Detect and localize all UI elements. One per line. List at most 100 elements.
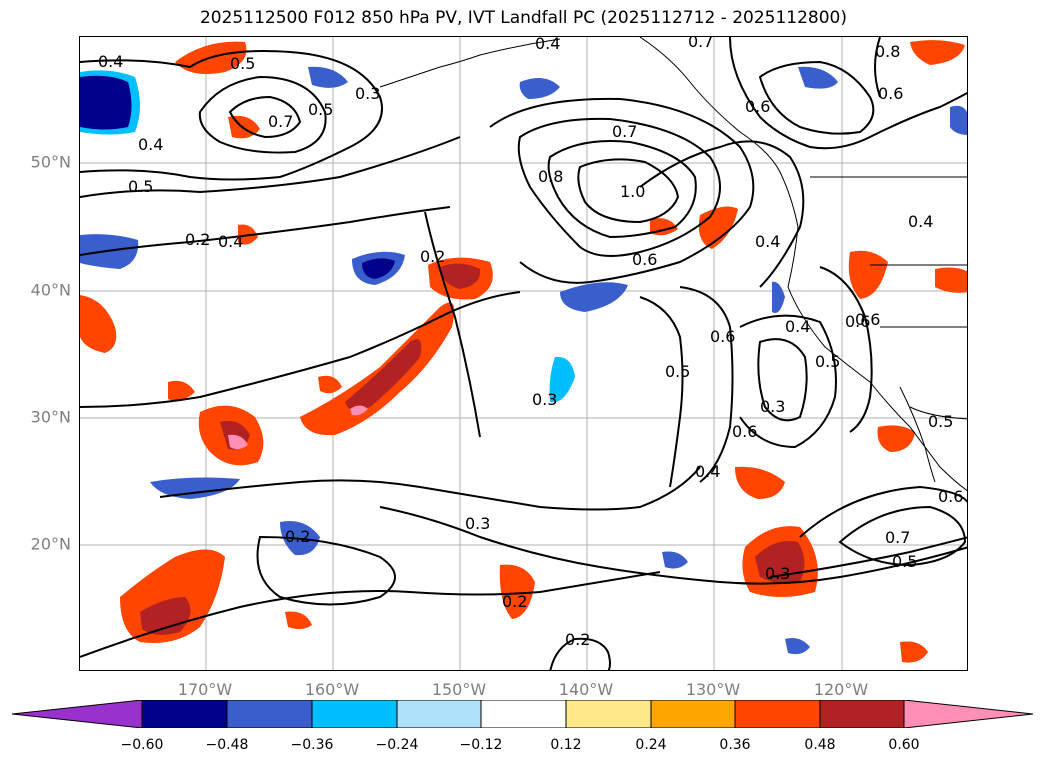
shade-neg-ne — [798, 66, 838, 89]
contour-label-2: 0.7 — [268, 112, 293, 131]
contour-label-11: 1.0 — [620, 182, 645, 201]
contour-0.6-se — [799, 485, 967, 538]
contour-label-8: 0.4 — [535, 37, 560, 53]
pv-contours — [80, 37, 967, 670]
lon-tick-150w: 150°W — [431, 680, 487, 699]
contour-0.3-se — [379, 506, 967, 585]
contour-label-28: 0.6 — [938, 487, 963, 506]
map-canvas: 0.4 0.5 0.7 0.5 0.4 0.5 0.2 0.2 0.4 0.7 … — [80, 37, 967, 670]
shade-neg-25n — [150, 477, 240, 499]
colorbar-bin-9 — [819, 700, 905, 728]
contour-0.7-ridge — [517, 117, 721, 257]
contour-0.2-sw — [256, 535, 396, 606]
contour-label-14: 0.7 — [612, 122, 637, 141]
contour-0.7-low — [228, 95, 302, 139]
contour-0.3-low — [757, 338, 808, 422]
lat-tick-50n: 50°N — [30, 152, 71, 172]
colorbar-bin-4 — [396, 700, 482, 728]
shade-neg-top — [308, 66, 348, 88]
colorbar-tick-8: 0.48 — [804, 737, 836, 753]
colorbar-tick-9: 0.60 — [888, 737, 920, 753]
contour-label-1: 0.5 — [230, 54, 255, 73]
shade-pos-band-core — [345, 339, 422, 411]
colorbar-tick-7: 0.36 — [719, 737, 751, 753]
lat-tick-20n: 20°N — [30, 534, 71, 554]
contour-0.6-coast — [639, 140, 805, 288]
shade-pos-ne-edge — [935, 267, 967, 293]
contour-label-12: 0.6 — [632, 250, 657, 269]
contour-0.6-ne — [758, 60, 875, 135]
contour-labels: 0.4 0.5 0.7 0.5 0.4 0.5 0.2 0.2 0.4 0.7 … — [98, 37, 963, 649]
shade-neg-north — [519, 78, 560, 99]
colorbar-extend-low — [12, 700, 143, 728]
contour-label-15: 0.8 — [875, 42, 900, 61]
colorbar-bin-6 — [565, 700, 652, 728]
shade-neg-small — [662, 551, 688, 569]
colorbar-tick-5: 0.12 — [550, 737, 582, 753]
contour-label-36: 0.5 — [892, 552, 917, 571]
shade-neg-140w-south — [549, 356, 575, 403]
contour-label-30: 0.3 — [765, 564, 790, 583]
contour-label-7: 0.2 — [420, 247, 445, 266]
graticule — [80, 37, 967, 670]
contour-0.5-north — [80, 136, 461, 198]
contour-label-22: 0.3 — [760, 397, 785, 416]
contour-label-26: 0.3 — [532, 390, 557, 409]
shade-pos-west — [80, 295, 117, 353]
contour-0.4-north — [80, 50, 383, 181]
contour-1.0-ridge — [577, 158, 680, 224]
contour-0.3-band — [80, 291, 521, 408]
map-panel: 0.4 0.5 0.7 0.5 0.4 0.5 0.2 0.2 0.4 0.7 … — [79, 36, 968, 671]
lon-tick-140w: 140°W — [558, 680, 614, 699]
shade-pos-150w-core — [440, 263, 481, 289]
contour-label-31: 0.2 — [285, 527, 310, 546]
lon-tick-130w: 130°W — [685, 680, 741, 699]
contour-label-16: 0.6 — [878, 84, 903, 103]
lat-tick-30n: 30°N — [30, 407, 71, 427]
contour-label-37: 0.6 — [855, 310, 880, 329]
shade-pos-small-4 — [285, 611, 312, 630]
ivt-shading — [80, 40, 967, 663]
contour-label-9: 0.7 — [688, 37, 713, 51]
colorbar-tick-2: −0.36 — [290, 737, 334, 753]
colorbar-tick-1: −0.48 — [205, 737, 249, 753]
contour-label-10: 0.8 — [538, 167, 563, 186]
colorbar-tick-0: −0.60 — [120, 737, 164, 753]
contour-label-35: 0.7 — [885, 528, 910, 547]
contour-0.8-ridge — [547, 140, 697, 239]
contour-0.7-ne — [729, 37, 967, 150]
shade-pos-25n — [735, 466, 785, 499]
lat-tick-40n: 40°N — [30, 280, 71, 300]
shade-pos-sw-core — [140, 597, 191, 635]
colorbar-tick-3: −0.24 — [375, 737, 419, 753]
colorbar-tick-4: −0.12 — [459, 737, 503, 753]
colorbar-bin-1 — [141, 700, 228, 728]
lon-tick-160w: 160°W — [304, 680, 360, 699]
contour-0.6-ridge — [489, 97, 755, 284]
colorbar-bin-5 — [480, 700, 567, 728]
contour-label-20: 0.4 — [785, 317, 810, 336]
contour-label-24: 0.5 — [665, 362, 690, 381]
shade-neg-se — [785, 638, 810, 655]
colorbar-bin-2 — [226, 700, 313, 728]
coast-alaska — [379, 38, 561, 88]
shade-neg-coast — [772, 281, 785, 313]
colorbar-bin-7 — [650, 700, 736, 728]
contour-0.2-north — [80, 206, 451, 256]
contour-0.7-se — [838, 505, 967, 567]
contour-label-18: 0.4 — [755, 232, 780, 251]
shade-pos-california — [848, 250, 888, 299]
shade-pos-150w-south — [499, 564, 535, 619]
contour-0.5-se — [769, 536, 967, 578]
contour-label-13: 0.4 — [908, 212, 933, 231]
contour-0.8-ne — [874, 37, 881, 98]
contour-label-21: 0.5 — [815, 352, 840, 371]
contour-label-6: 0.2 — [185, 230, 210, 249]
contour-label-33: 0.2 — [565, 630, 590, 649]
shade-neg-ne-edge — [950, 105, 967, 135]
shade-neg-nw-core — [80, 75, 132, 130]
colorbar-bin-8 — [734, 700, 821, 728]
shade-pos-band-sw-peak — [228, 434, 248, 450]
colorbar-bin-3 — [311, 700, 398, 728]
shade-pos-small-1 — [318, 375, 342, 394]
